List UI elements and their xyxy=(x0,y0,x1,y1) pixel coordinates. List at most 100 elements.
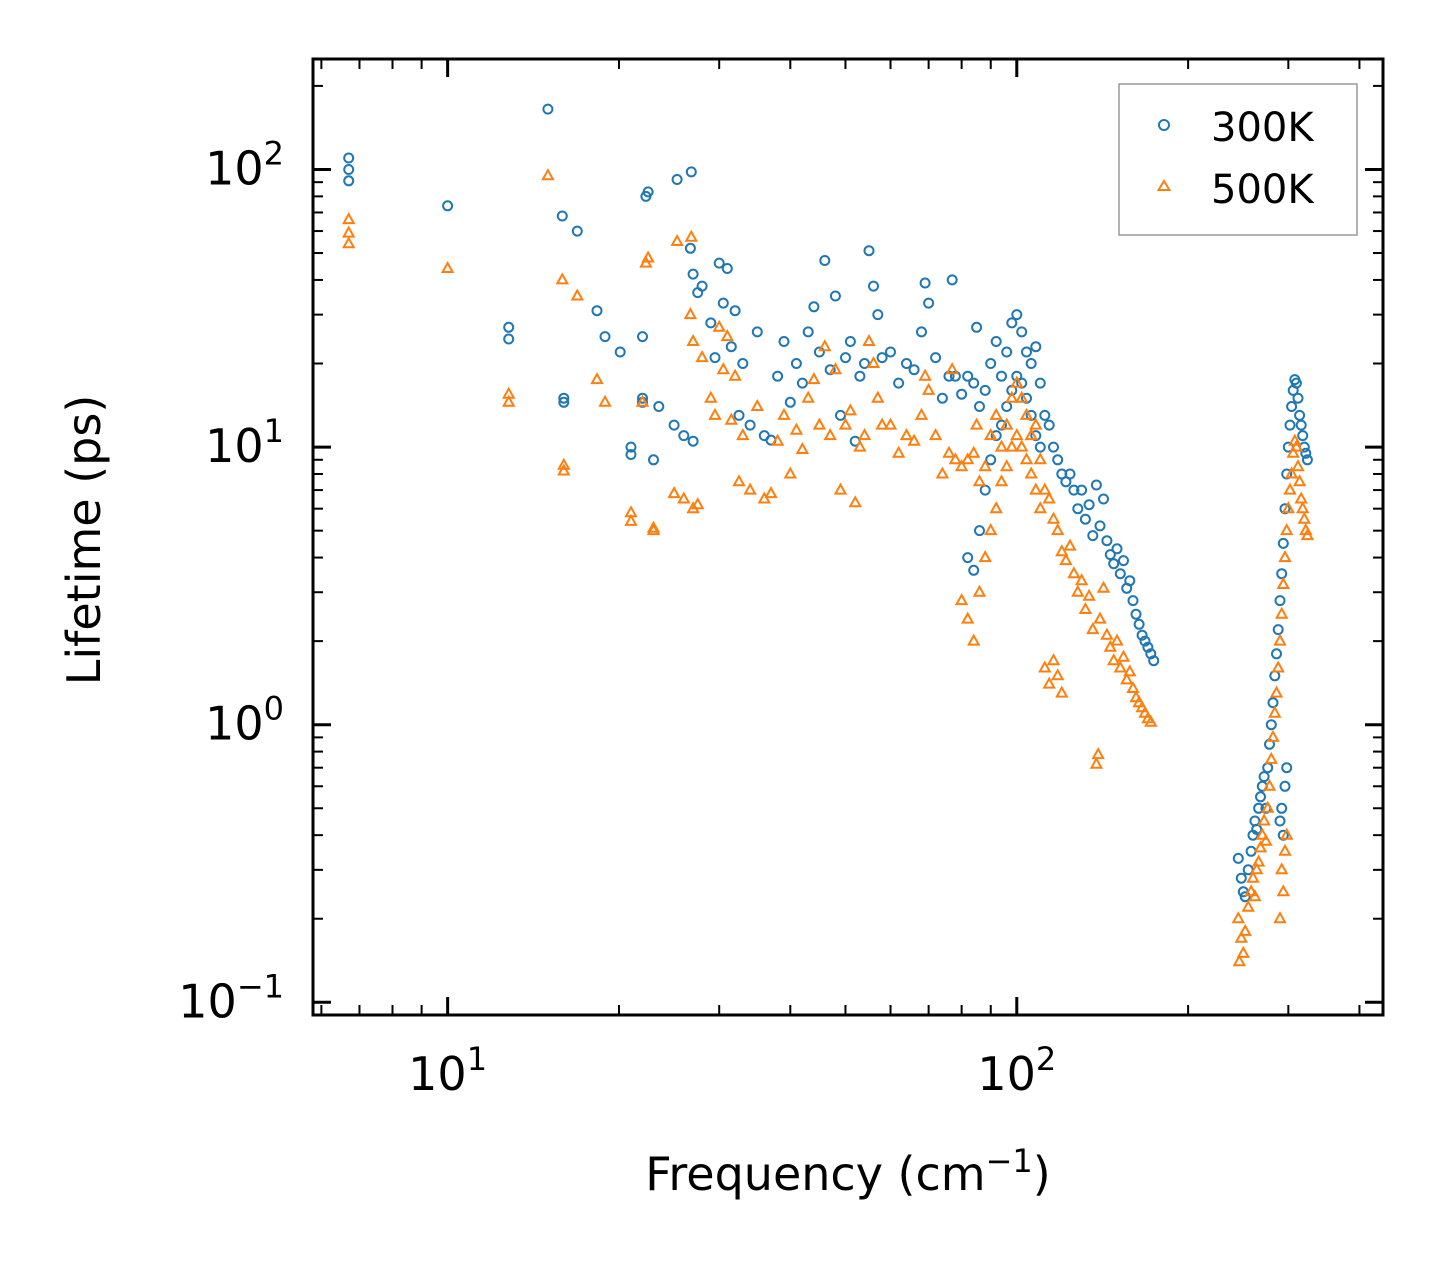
point-500k xyxy=(1257,813,1271,826)
point-300k xyxy=(1034,441,1046,453)
point-500k xyxy=(557,463,571,476)
point-500k xyxy=(1033,452,1047,465)
point-500k xyxy=(1042,676,1056,689)
point-500k xyxy=(1253,840,1268,853)
point-300k xyxy=(1276,802,1288,814)
point-500k xyxy=(1241,899,1255,912)
point-300k xyxy=(868,280,879,292)
point-500k xyxy=(921,382,936,395)
point-500k xyxy=(1107,653,1121,666)
point-300k xyxy=(974,401,985,412)
point-500k xyxy=(691,497,705,510)
point-500k xyxy=(1284,466,1299,479)
point-500k xyxy=(875,417,889,430)
point-500k xyxy=(1269,685,1284,698)
point-500k xyxy=(789,422,804,435)
point-500k xyxy=(1126,680,1140,693)
point-300k xyxy=(1083,499,1095,511)
point-300k xyxy=(1068,484,1080,496)
point-300k xyxy=(1281,762,1293,774)
point-300k xyxy=(733,409,745,421)
point-300k xyxy=(1006,317,1018,329)
point-500k xyxy=(777,407,791,420)
point-300k xyxy=(1290,377,1302,389)
point-300k xyxy=(893,377,905,389)
point-500k xyxy=(635,394,650,407)
point-500k xyxy=(1046,653,1061,666)
point-500k xyxy=(994,474,1009,487)
point-500k xyxy=(712,319,726,332)
point-500k xyxy=(728,368,742,381)
point-500k xyxy=(1273,911,1287,924)
x-tick-label: 102 xyxy=(977,1040,1056,1101)
point-300k xyxy=(614,346,626,358)
point-300k xyxy=(790,358,802,369)
point-500k xyxy=(1296,501,1310,514)
point-500k xyxy=(1289,439,1304,452)
point-500k xyxy=(1238,923,1252,936)
point-500k xyxy=(1294,491,1308,504)
point-300k xyxy=(1087,530,1099,542)
point-300k xyxy=(671,174,683,185)
point-500k xyxy=(866,355,881,368)
point-300k xyxy=(1265,719,1277,731)
point-500k xyxy=(989,501,1003,514)
point-500k xyxy=(1113,660,1127,673)
point-300k xyxy=(1142,641,1154,653)
point-500k xyxy=(1019,407,1034,420)
point-500k xyxy=(1278,843,1292,856)
point-300k xyxy=(1271,648,1282,660)
point-500k xyxy=(1005,390,1019,403)
point-300k xyxy=(930,352,942,364)
point-500k xyxy=(972,474,987,487)
point-300k xyxy=(1267,697,1279,709)
point-300k xyxy=(717,297,729,309)
y-tick-label: 100 xyxy=(205,690,284,751)
point-500k xyxy=(1029,417,1043,430)
point-500k xyxy=(1251,854,1266,867)
x-tick-label: 101 xyxy=(408,1040,487,1101)
point-500k xyxy=(1271,660,1285,673)
point-300k xyxy=(687,268,699,280)
point-300k xyxy=(599,331,611,343)
point-500k xyxy=(899,428,914,441)
point-500k xyxy=(1275,862,1289,875)
point-500k xyxy=(1038,482,1052,495)
tick-labels: 101 102 10−1 100 101 102 xyxy=(178,135,1056,1102)
point-300k xyxy=(1114,568,1126,580)
legend: 300K 500K xyxy=(1118,83,1358,236)
point-300k xyxy=(813,346,825,358)
point-500k xyxy=(1283,482,1297,495)
point-500k xyxy=(862,333,876,346)
point-500k xyxy=(1280,523,1294,536)
point-500k xyxy=(828,362,843,375)
point-300k xyxy=(778,336,790,347)
point-500k xyxy=(1033,501,1047,514)
point-500k xyxy=(1071,584,1085,597)
point-300k xyxy=(885,346,896,358)
point-500k xyxy=(801,390,815,403)
point-300k xyxy=(721,263,733,274)
point-500k xyxy=(1100,627,1114,640)
point-300k xyxy=(696,280,708,292)
legend-label-500k: 500K xyxy=(1211,167,1315,213)
point-500k xyxy=(342,212,356,225)
point-300k xyxy=(642,186,654,198)
point-500k xyxy=(1250,862,1264,875)
point-300k xyxy=(1034,377,1046,389)
y-tick-label: 10−1 xyxy=(178,967,284,1028)
point-500k xyxy=(1074,573,1089,586)
point-300k xyxy=(1098,493,1109,505)
point-500k xyxy=(646,520,661,533)
point-500k xyxy=(1259,833,1273,846)
point-500k xyxy=(1000,417,1014,430)
point-500k xyxy=(570,288,584,301)
point-500k xyxy=(1266,729,1280,742)
point-300k xyxy=(591,305,603,317)
point-500k xyxy=(1297,511,1311,524)
point-500k xyxy=(1255,827,1269,840)
point-500k xyxy=(1029,482,1043,495)
point-300k xyxy=(1148,655,1160,667)
point-300k xyxy=(653,401,665,412)
